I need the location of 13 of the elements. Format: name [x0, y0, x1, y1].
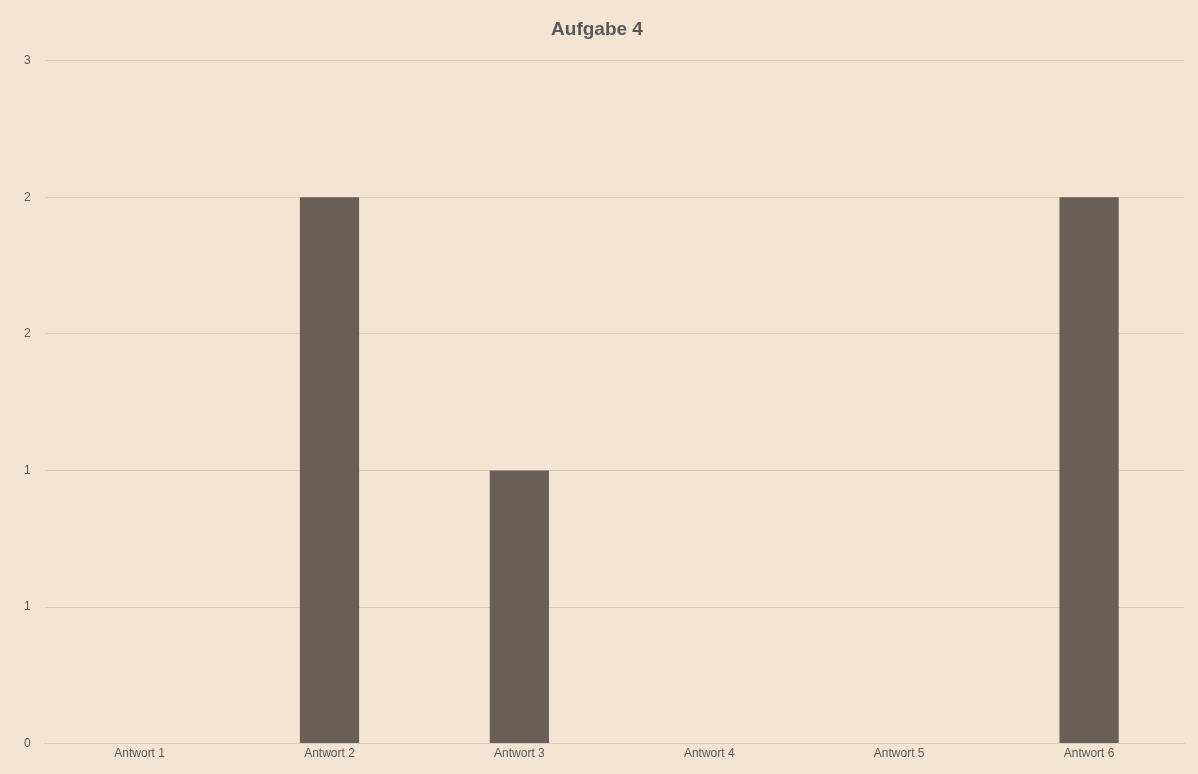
chart-title: Aufgabe 4	[551, 17, 644, 39]
x-tick-label: Antwort 3	[494, 746, 546, 761]
y-tick-label: 2	[23, 326, 31, 341]
y-tick-label: 2	[23, 189, 31, 204]
x-tick-label: Antwort 1	[114, 746, 166, 761]
x-tick-label: Antwort 4	[683, 746, 735, 761]
y-tick-label: 1	[23, 599, 31, 614]
x-tick-label: Antwort 6	[1063, 746, 1115, 761]
y-tick-label: 3	[23, 53, 31, 68]
y-tick-label: 0	[23, 735, 31, 750]
y-tick-label: 1	[23, 462, 31, 477]
x-tick-label: Antwort 5	[873, 746, 925, 761]
x-tick-label: Antwort 2	[304, 746, 356, 761]
